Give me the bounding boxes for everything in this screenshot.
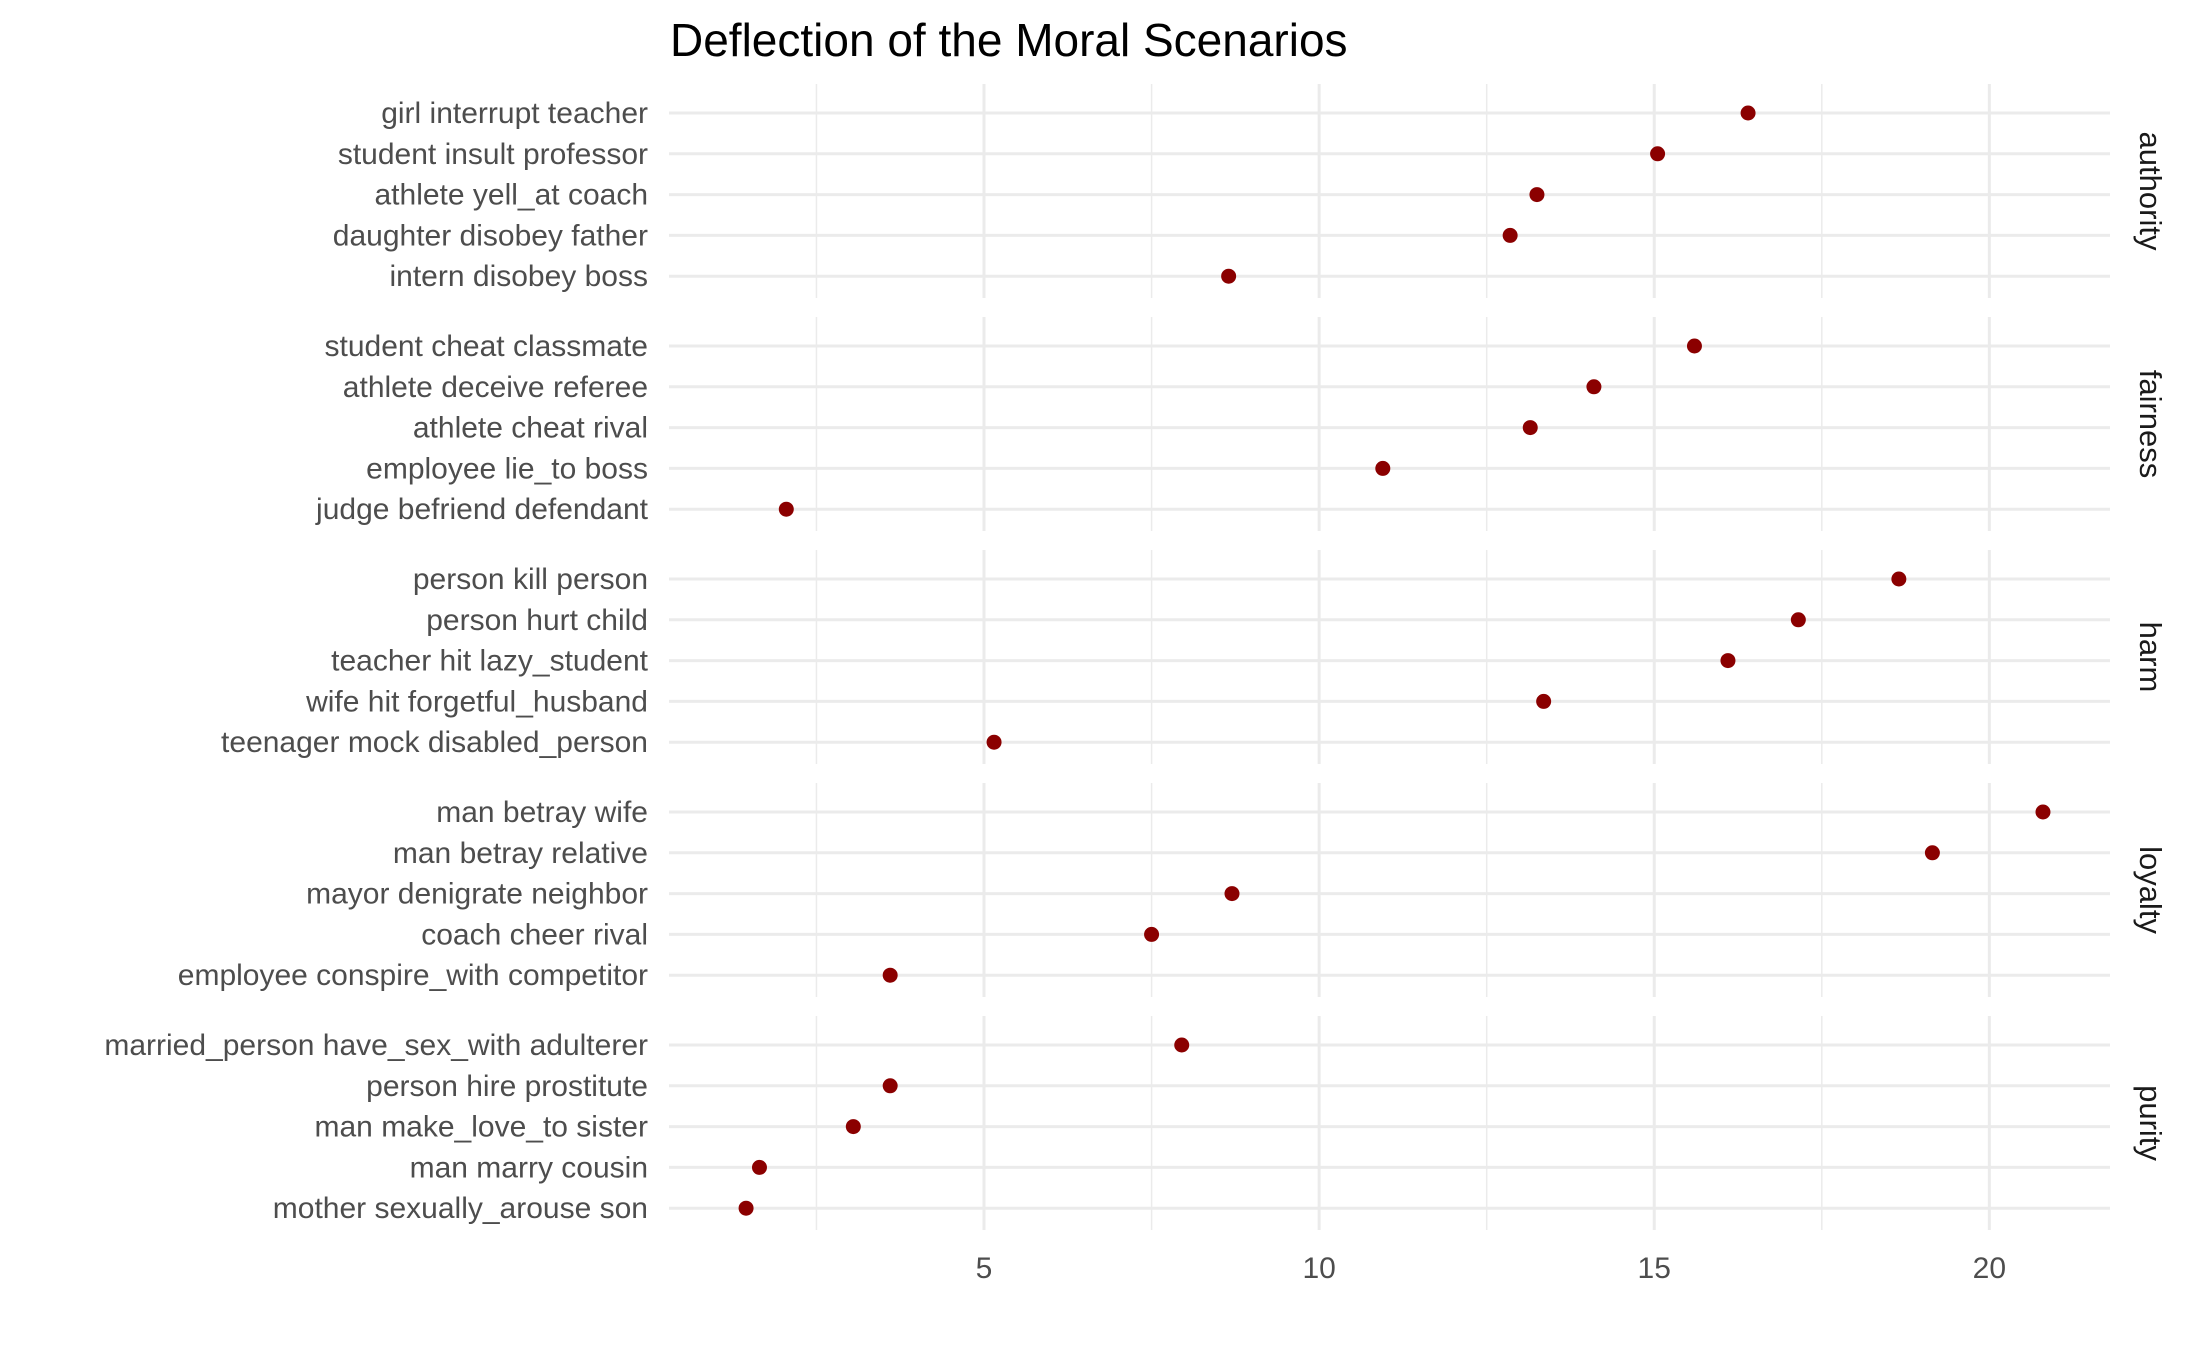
facet-authority: girl interrupt teacher student insult pro… [333, 84, 2168, 298]
x-tick-label: 5 [976, 1252, 993, 1285]
y-tick-label: mother sexually_arouse son [273, 1192, 648, 1225]
y-tick-label: employee lie_to boss [366, 452, 648, 485]
facet-strip-label: fairness [2133, 370, 2168, 479]
data-point [1522, 420, 1538, 436]
data-point [1502, 227, 1518, 243]
y-tick-label: student cheat classmate [324, 330, 648, 363]
y-tick-label: person hire prostitute [366, 1070, 648, 1103]
y-tick-label: teacher hit lazy_student [331, 645, 649, 678]
y-tick-label: coach cheer rival [421, 918, 648, 951]
y-tick-label: man betray wife [436, 796, 648, 829]
data-point [1375, 460, 1391, 476]
y-tick-label: person hurt child [426, 604, 648, 637]
y-tick-label: daughter disobey father [333, 219, 648, 252]
data-point [1224, 886, 1240, 902]
chart-title: Deflection of the Moral Scenarios [670, 14, 1348, 66]
y-tick-label: man betray relative [393, 837, 648, 870]
data-point [738, 1200, 754, 1216]
y-tick-label: married_person have_sex_with adulterer [104, 1029, 648, 1062]
facet-purity: married_person have_sex_with adulterer pe… [104, 1016, 2168, 1230]
data-point [986, 734, 1002, 750]
facet-loyalty: man betray wife man betray relative mayor … [178, 783, 2168, 997]
x-tick-label: 20 [1973, 1252, 2006, 1285]
data-point [1586, 379, 1602, 395]
facet-strip-label: authority [2133, 132, 2168, 251]
facet-strip-label: purity [2133, 1085, 2168, 1161]
data-point [1891, 571, 1907, 587]
y-tick-label: athlete deceive referee [343, 371, 648, 404]
x-tick-label: 15 [1638, 1252, 1671, 1285]
facet-fairness: student cheat classmate athlete deceive r… [315, 317, 2168, 531]
facet-strip-label: loyalty [2133, 846, 2168, 934]
x-axis-ticks: 5 10 15 20 [976, 1252, 2006, 1285]
x-tick-label: 10 [1302, 1252, 1335, 1285]
y-tick-label: judge befriend defendant [315, 493, 649, 526]
y-tick-label: employee conspire_with competitor [178, 959, 648, 992]
y-tick-label: student insult professor [338, 138, 648, 171]
y-tick-label: intern disobey boss [390, 260, 649, 293]
data-point [1924, 845, 1940, 861]
y-tick-label: man make_love_to sister [315, 1111, 649, 1144]
y-tick-label: wife hit forgetful_husband [305, 685, 648, 718]
data-point [1536, 693, 1552, 709]
data-point [778, 501, 794, 517]
data-point [2035, 804, 2051, 820]
data-point [1686, 338, 1702, 354]
data-point [1529, 187, 1545, 203]
facet-harm: person kill person person hurt child teach… [221, 550, 2168, 764]
data-point [1720, 653, 1736, 669]
y-tick-label: teenager mock disabled_person [221, 726, 648, 759]
data-point [882, 967, 898, 983]
facet-panels: girl interrupt teacher student insult pro… [104, 84, 2168, 1230]
data-point [1221, 268, 1237, 284]
y-tick-label: person kill person [413, 563, 648, 596]
y-tick-label: man marry cousin [410, 1151, 648, 1184]
data-point [1790, 612, 1806, 628]
data-point [1144, 926, 1160, 942]
data-point [1740, 105, 1756, 121]
y-tick-label: girl interrupt teacher [381, 97, 648, 130]
facet-strip-label: harm [2133, 622, 2168, 693]
y-tick-label: athlete yell_at coach [374, 179, 648, 212]
data-point [1174, 1037, 1190, 1053]
data-point [845, 1119, 861, 1135]
data-point [751, 1159, 767, 1175]
data-point [882, 1078, 898, 1094]
data-point [1650, 146, 1666, 162]
y-tick-label: mayor denigrate neighbor [306, 878, 648, 911]
y-tick-label: athlete cheat rival [413, 412, 648, 445]
